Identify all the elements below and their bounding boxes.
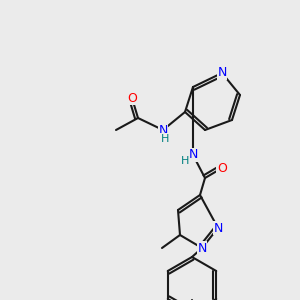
Text: N: N [197,242,207,254]
Text: N: N [188,148,198,161]
Text: H: H [181,156,189,166]
Text: O: O [217,161,227,175]
Text: N: N [158,124,168,136]
Text: N: N [213,221,223,235]
Text: H: H [161,134,169,144]
Text: N: N [217,67,227,80]
Text: O: O [127,92,137,104]
